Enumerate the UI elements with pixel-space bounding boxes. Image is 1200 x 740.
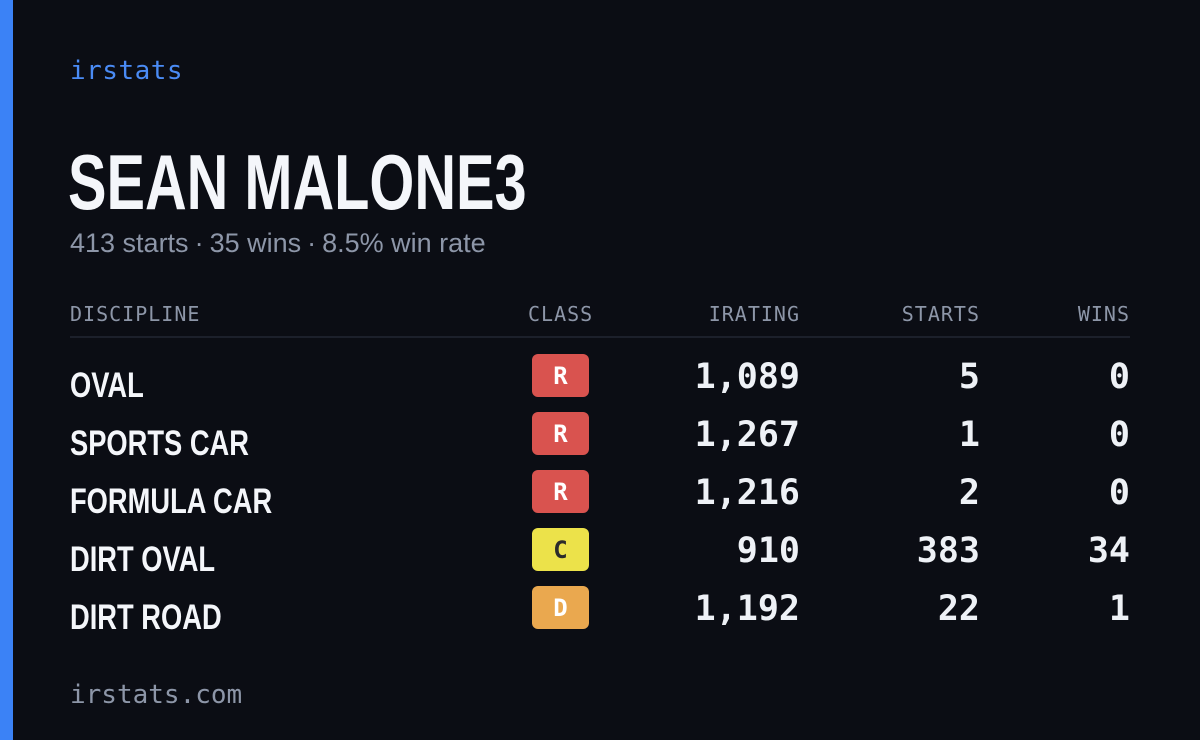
class-badge: R: [532, 470, 589, 513]
irating-value: 1,267: [694, 415, 800, 455]
discipline-name: FORMULA CAR: [70, 482, 273, 521]
irating-value: 1,192: [694, 589, 800, 629]
class-badge: R: [532, 412, 589, 455]
column-header-wins: WINS: [1077, 302, 1130, 326]
irating-value: 910: [736, 531, 800, 571]
wins-value: 0: [1108, 357, 1130, 397]
accent-bar: [0, 0, 13, 740]
win-rate: 8.5% win rate: [322, 228, 486, 258]
starts-value: 1: [958, 415, 980, 455]
table-row: FORMULA CAR R 1,216 2 0: [70, 468, 1130, 526]
wins-value: 0: [1108, 473, 1130, 513]
table-body: OVAL R 1,089 5 0 SPORTS CAR R 1,267 1 0 …: [70, 352, 1130, 642]
class-badge: R: [532, 354, 589, 397]
wins-count: 35 wins: [209, 228, 302, 258]
separator: ·: [307, 228, 317, 258]
starts-value: 383: [916, 531, 980, 571]
discipline-name: OVAL: [70, 366, 144, 405]
player-summary: 413 starts · 35 wins · 8.5% win rate: [70, 228, 486, 259]
column-header-irating: IRATING: [708, 302, 800, 326]
table-header: DISCIPLINE CLASS IRATING STARTS WINS: [70, 296, 1130, 338]
irating-value: 1,216: [694, 473, 800, 513]
table-row: DIRT OVAL C 910 383 34: [70, 526, 1130, 584]
class-badge: D: [532, 586, 589, 629]
column-header-starts: STARTS: [901, 302, 980, 326]
starts-value: 22: [937, 589, 980, 629]
wins-value: 34: [1087, 531, 1130, 571]
starts-value: 2: [958, 473, 980, 513]
footer-url: irstats.com: [70, 680, 243, 710]
class-badge: C: [532, 528, 589, 571]
wins-value: 0: [1108, 415, 1130, 455]
wins-value: 1: [1108, 589, 1130, 629]
stats-table: DISCIPLINE CLASS IRATING STARTS WINS OVA…: [70, 296, 1130, 642]
starts-count: 413 starts: [70, 228, 189, 258]
brand-logo: irstats: [70, 56, 184, 86]
starts-value: 5: [958, 357, 980, 397]
table-row: OVAL R 1,089 5 0: [70, 352, 1130, 410]
table-row: SPORTS CAR R 1,267 1 0: [70, 410, 1130, 468]
irating-value: 1,089: [694, 357, 800, 397]
table-row: DIRT ROAD D 1,192 22 1: [70, 584, 1130, 642]
column-header-discipline: DISCIPLINE: [70, 302, 201, 326]
discipline-name: DIRT OVAL: [70, 540, 216, 579]
separator: ·: [194, 228, 204, 258]
player-name: SEAN MALONE3: [68, 138, 527, 226]
column-header-class: CLASS: [528, 302, 594, 326]
discipline-name: SPORTS CAR: [70, 424, 249, 463]
discipline-name: DIRT ROAD: [70, 598, 222, 637]
